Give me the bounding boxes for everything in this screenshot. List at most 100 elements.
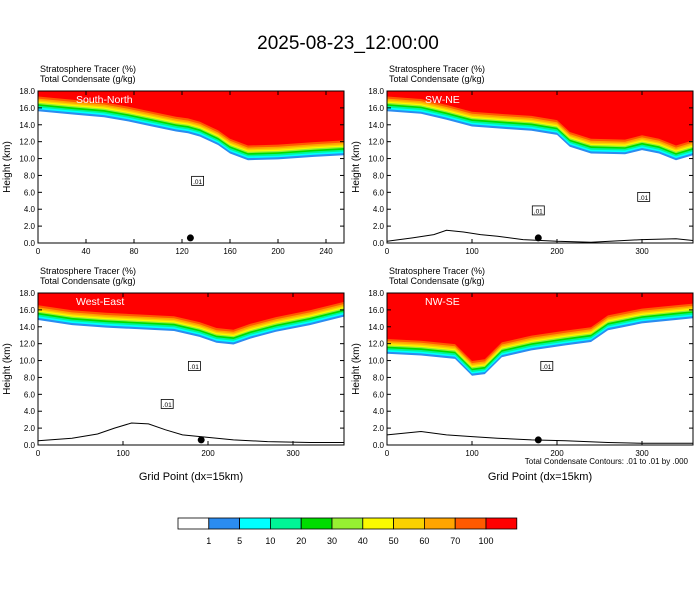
y-tick-label: 8.0 <box>24 171 36 180</box>
y-tick-label: 10.0 <box>368 155 384 164</box>
x-tick-label: 0 <box>385 247 390 256</box>
legend-label: 40 <box>358 536 368 546</box>
legend-swatch <box>269 517 302 530</box>
contour-label: .01 <box>542 364 551 371</box>
legend-label: 30 <box>327 536 337 546</box>
x-tick-label: 200 <box>550 449 564 458</box>
y-tick-label: 2.0 <box>24 424 36 433</box>
panel-header-line1: Stratosphere Tracer (%) <box>389 266 485 276</box>
legend-label: 100 <box>478 536 493 546</box>
figure-title: 2025-08-23_12:00:00 <box>257 33 439 54</box>
color-legend: 1 5 10 20 30 40 50 60 70 100 <box>177 517 518 546</box>
y-axis-label: Height (km) <box>2 141 13 193</box>
x-tick-label: 300 <box>635 449 649 458</box>
contour-label-box <box>191 175 205 186</box>
panel-header-line1: Stratosphere Tracer (%) <box>389 64 485 74</box>
contour-label: .01 <box>534 208 543 215</box>
legend-label: 60 <box>419 536 429 546</box>
panel-header-line1: Stratosphere Tracer (%) <box>40 64 136 74</box>
contour-note: Total Condensate Contours: .01 to .01 by… <box>525 457 689 466</box>
contour-label-box <box>160 399 174 409</box>
y-tick-label: 12.0 <box>368 340 384 349</box>
y-tick-label: 2.0 <box>373 222 385 231</box>
panel-name: NW-SE <box>425 296 460 308</box>
y-tick-label: 6.0 <box>24 188 36 197</box>
legend-swatch <box>300 517 333 530</box>
y-tick-label: 14.0 <box>19 323 35 332</box>
x-tick-label: 80 <box>130 247 139 256</box>
legend-label: 50 <box>389 536 399 546</box>
contour-label-box <box>187 361 201 371</box>
y-tick-label: 4.0 <box>24 407 36 416</box>
y-tick-label: 18.0 <box>368 289 384 298</box>
x-tick-label: 300 <box>635 247 649 256</box>
y-axis-label: Height (km) <box>351 343 362 395</box>
x-tick-label: 100 <box>116 449 130 458</box>
y-tick-label: 10.0 <box>368 357 384 366</box>
panel-sw-ne: Stratosphere Tracer (%)Total Condensate … <box>351 64 694 256</box>
terrain-line <box>387 430 693 444</box>
x-tick-label: 120 <box>175 247 189 256</box>
y-tick-label: 8.0 <box>373 373 385 382</box>
x-tick-label: 240 <box>319 247 333 256</box>
plot-content: .01 <box>38 91 344 243</box>
plot-content: .01 .01 <box>38 293 344 444</box>
panel-south-north: Stratosphere Tracer (%)Total Condensate … <box>2 64 345 256</box>
legend-swatch <box>208 517 241 530</box>
location-marker <box>186 234 194 242</box>
contour-label: .01 <box>190 364 199 371</box>
y-tick-label: 6.0 <box>24 390 36 399</box>
legend-swatch <box>485 517 518 530</box>
y-tick-label: 14.0 <box>19 121 35 130</box>
plot-content: .01 .01 <box>387 91 693 243</box>
y-tick-label: 18.0 <box>19 289 35 298</box>
legend-swatch <box>454 517 487 530</box>
y-tick-label: 0.0 <box>24 441 36 450</box>
y-tick-label: 2.0 <box>24 222 36 231</box>
panel-header-line1: Stratosphere Tracer (%) <box>40 266 136 276</box>
panel-header-line2: Total Condensate (g/kg) <box>389 276 485 286</box>
tracer-band-10 <box>38 293 344 330</box>
x-tick-label: 40 <box>82 247 91 256</box>
contour-label: .01 <box>163 402 172 409</box>
y-tick-label: 0.0 <box>373 441 385 450</box>
y-tick-label: 0.0 <box>373 239 385 248</box>
y-tick-label: 12.0 <box>19 138 35 147</box>
legend-label: 20 <box>296 536 306 546</box>
plot-frame <box>37 90 345 244</box>
y-tick-label: 16.0 <box>19 306 35 315</box>
tracer-band-10 <box>38 91 344 146</box>
terrain-line <box>38 422 344 443</box>
x-axis-label: Grid Point (dx=15km) <box>488 471 592 483</box>
y-tick-label: 4.0 <box>373 407 385 416</box>
x-tick-label: 100 <box>465 449 479 458</box>
y-tick-label: 4.0 <box>373 205 385 214</box>
contour-label-box <box>531 205 545 216</box>
y-axis-label: Height (km) <box>351 141 362 193</box>
x-tick-label: 100 <box>465 247 479 256</box>
legend-swatch <box>239 517 271 530</box>
panel-name: South-North <box>76 94 133 106</box>
legend-label: 1 <box>206 536 211 546</box>
plot-content: .01 <box>387 293 693 444</box>
y-tick-label: 18.0 <box>368 87 384 96</box>
contour-label-box <box>637 191 651 202</box>
location-marker <box>197 436 205 444</box>
panel-name: SW-NE <box>425 94 460 106</box>
panels-group: Stratosphere Tracer (%)Total Condensate … <box>2 64 694 483</box>
panel-header-line2: Total Condensate (g/kg) <box>389 74 485 84</box>
panel-header-line2: Total Condensate (g/kg) <box>40 74 136 84</box>
y-tick-label: 12.0 <box>19 340 35 349</box>
x-tick-label: 0 <box>36 449 41 458</box>
contour-label-box <box>540 361 554 371</box>
y-tick-label: 18.0 <box>19 87 35 96</box>
y-tick-label: 6.0 <box>373 390 385 399</box>
y-tick-label: 16.0 <box>19 104 35 113</box>
contour-label: .01 <box>193 179 202 186</box>
x-tick-label: 200 <box>550 247 564 256</box>
x-tick-label: 200 <box>201 449 215 458</box>
tracer-band-10 <box>387 293 693 361</box>
panel-header-line2: Total Condensate (g/kg) <box>40 276 136 286</box>
tracer-band-10 <box>387 91 693 146</box>
